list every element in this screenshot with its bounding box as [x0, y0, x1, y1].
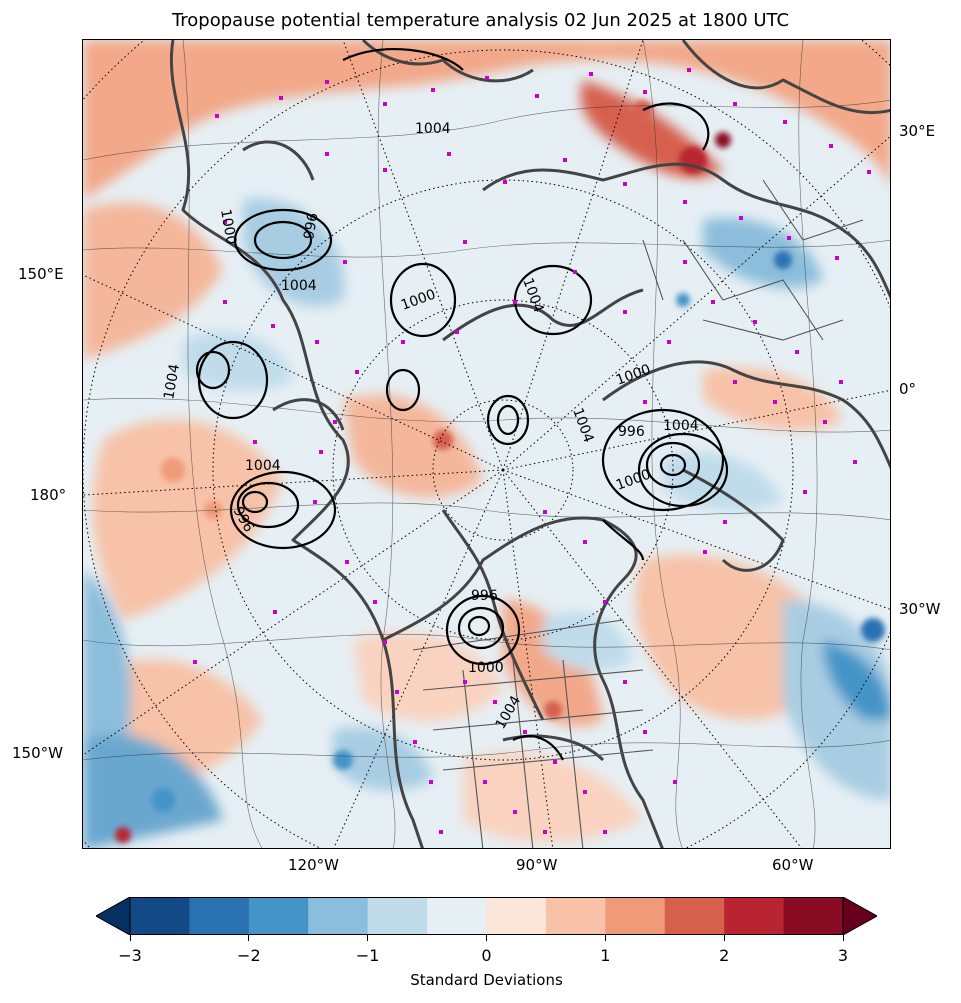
lon-label-150e: 150°E	[18, 265, 64, 283]
lon-label-120w: 120°W	[288, 856, 339, 874]
colorbar-cell	[605, 897, 666, 935]
colorbar-tick-label: 2	[719, 946, 730, 965]
pressure-label: 996	[471, 588, 498, 604]
colorbar-cell	[783, 897, 844, 935]
colorbar-cell	[189, 897, 250, 935]
colorbar-tick-mark	[367, 935, 369, 941]
pressure-label: 1004	[161, 363, 183, 401]
colorbar-cells	[96, 897, 877, 935]
colorbar-tick-mark	[604, 935, 606, 941]
pressure-label: 1004	[245, 458, 281, 474]
pressure-contours	[195, 48, 729, 761]
anomaly-field	[83, 40, 890, 848]
colorbar-tick-mark	[248, 935, 250, 941]
lon-label-60w: 60°W	[772, 856, 814, 874]
lon-label-180: 180°	[30, 486, 67, 504]
anomaly-speckles	[115, 100, 885, 843]
colorbar-tick-mark	[723, 935, 725, 941]
colorbar-extend-high	[842, 897, 877, 935]
colorbar-cell	[486, 897, 547, 935]
station-markers	[193, 68, 871, 834]
colorbar-cell	[367, 897, 428, 935]
colorbar-tick-mark	[842, 935, 844, 941]
colorbar-tick-label: 3	[837, 946, 849, 965]
colorbar-tick-mark	[129, 935, 131, 941]
colorbar-cell	[545, 897, 606, 935]
pressure-label: 1000	[217, 208, 239, 246]
pressure-label: 1004	[415, 121, 451, 137]
political-borders	[412, 179, 864, 848]
colorbar-tick-label: −1	[355, 946, 380, 965]
lon-label-0: 0°	[899, 380, 917, 398]
pressure-label: 1004	[663, 418, 699, 434]
colorbar-cell	[664, 897, 725, 935]
lon-label-30e: 30°E	[899, 122, 936, 140]
colorbar-cell	[130, 897, 190, 935]
colorbar-cell	[248, 897, 309, 935]
pressure-label: 996	[618, 424, 645, 440]
pressure-label: 1000	[468, 660, 504, 676]
map-canvas: 1004 1000 996 1004 1000 1004 1004 996 10…	[83, 40, 890, 848]
colorbar-label: Standard Deviations	[410, 971, 563, 989]
colorbar	[96, 897, 877, 935]
theta-contours	[83, 40, 890, 848]
colorbar-extend-low	[96, 897, 131, 935]
colorbar-tick-label: 1	[600, 946, 611, 965]
colorbar-tick-label: −2	[237, 946, 261, 965]
pressure-label: 996	[301, 212, 321, 241]
map-panel[interactable]: 1004 1000 996 1004 1000 1004 1004 996 10…	[82, 39, 891, 849]
chart-title: Tropopause potential temperature analysi…	[171, 10, 790, 31]
colorbar-frame	[129, 897, 844, 935]
colorbar-tick-label: −3	[118, 946, 142, 965]
colorbar-cell	[308, 897, 369, 935]
colorbar-cell	[427, 897, 487, 935]
pressure-label: 1004	[281, 278, 317, 294]
lon-label-30w: 30°W	[899, 600, 941, 618]
graticule	[83, 40, 890, 848]
lon-label-90w: 90°W	[516, 856, 558, 874]
colorbar-tick-label: 0	[481, 946, 492, 965]
colorbar-tick-mark	[486, 935, 487, 941]
colorbar-cell	[724, 897, 785, 935]
lon-label-150w: 150°W	[12, 744, 63, 762]
